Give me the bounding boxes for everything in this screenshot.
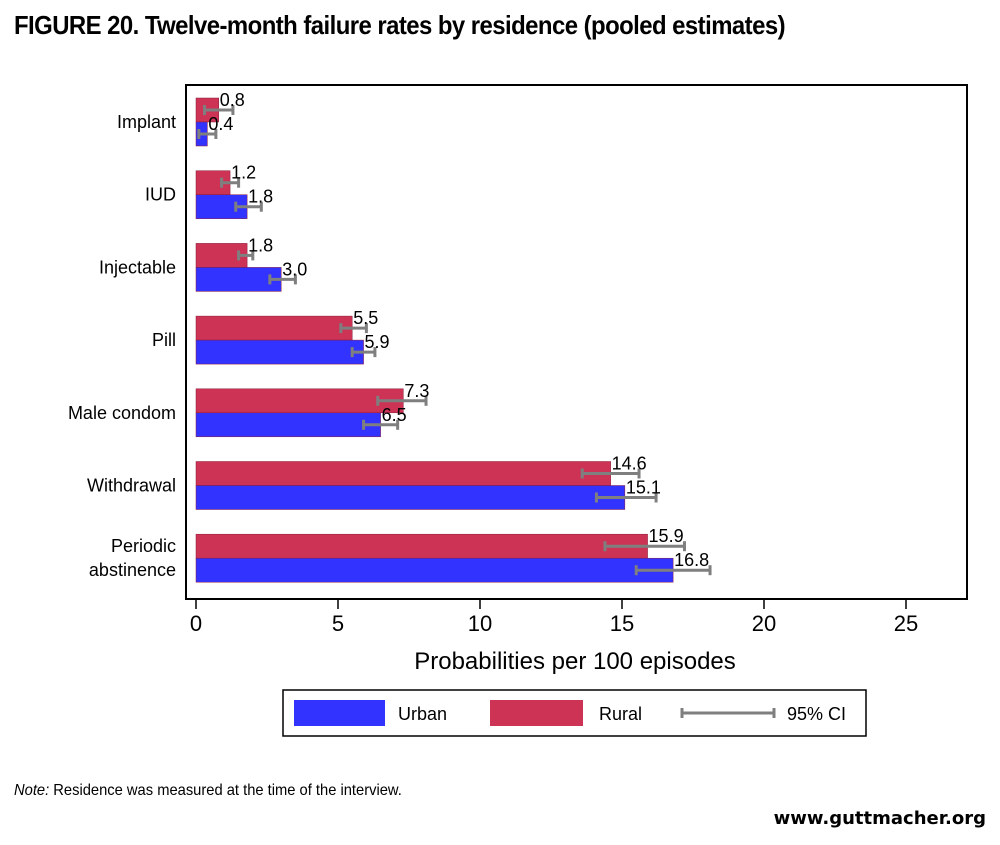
data-label-urban-injectable: 3.0 <box>282 259 307 279</box>
footnote: Note: Residence was measured at the time… <box>14 782 402 800</box>
category-label-implant: Implant <box>117 112 176 132</box>
category-label-pill: Pill <box>152 330 176 350</box>
x-axis-label: Probabilities per 100 episodes <box>414 648 736 675</box>
plot-area-border <box>185 84 968 600</box>
data-label-urban-male-condom: 6.5 <box>382 405 407 425</box>
data-label-rural-iud: 1.2 <box>231 163 256 183</box>
bar-urban-male-condom <box>195 412 381 438</box>
bar-urban-pill <box>195 339 364 365</box>
x-tick-label-5: 5 <box>332 611 344 636</box>
data-label-urban-periodic-abstinence: 16.8 <box>674 550 709 570</box>
ci-urban-male-condom <box>362 419 400 430</box>
data-label-urban-pill: 5.9 <box>365 332 390 352</box>
category-label-iud: IUD <box>145 185 176 205</box>
legend-swatch-urban <box>294 700 385 726</box>
x-tick-label-0: 0 <box>190 611 202 636</box>
legend-swatch-ci <box>680 708 776 718</box>
ci-rural-periodic-abstinence <box>603 541 686 552</box>
ci-urban-pill <box>350 347 377 358</box>
data-label-urban-iud: 1.8 <box>248 187 273 207</box>
legend-label-ci: 95% CI <box>787 704 846 724</box>
bars-layer <box>195 97 674 583</box>
ci-rural-pill <box>339 323 368 334</box>
data-label-rural-male-condom: 7.3 <box>404 381 429 401</box>
data-label-urban-implant: 0.4 <box>208 114 233 134</box>
bar-rural-periodic-abstinence <box>195 533 648 559</box>
ci-rural-injectable <box>237 250 255 261</box>
category-label-injectable: Injectable <box>99 257 176 277</box>
ci-urban-injectable <box>268 274 297 285</box>
ci-urban-implant <box>197 129 218 139</box>
data-label-rural-pill: 5.5 <box>353 308 378 328</box>
ci-rural-implant <box>203 105 235 115</box>
bar-rural-male-condom <box>195 388 404 414</box>
x-axis: 0 5 10 15 20 25 <box>190 599 918 636</box>
legend: Urban Rural 95% CI <box>282 689 867 737</box>
x-tick-label-25: 25 <box>894 611 918 636</box>
data-label-rural-withdrawal: 14.6 <box>612 454 647 474</box>
x-tick-label-15: 15 <box>610 611 634 636</box>
ci-urban-withdrawal <box>594 492 658 503</box>
legend-swatch-rural <box>490 700 583 726</box>
ci-urban-iud <box>234 201 263 212</box>
data-label-rural-implant: 0.8 <box>220 90 245 110</box>
x-tick-label-10: 10 <box>468 611 492 636</box>
ci-rural-withdrawal <box>580 468 641 479</box>
category-label-periodic-abstinence: Periodic abstinence <box>89 536 176 580</box>
legend-label-rural: Rural <box>599 704 642 724</box>
ci-rural-iud <box>220 177 241 188</box>
data-label-rural-periodic-abstinence: 15.9 <box>649 526 684 546</box>
bar-urban-injectable <box>195 267 282 292</box>
source-url: www.guttmacher.org <box>773 808 986 829</box>
ci-urban-periodic-abstinence <box>634 565 712 576</box>
category-labels-layer: Implant IUD Injectable Pill Male condom Withd… <box>68 112 176 580</box>
category-label-male-condom: Male condom <box>68 403 176 423</box>
footnote-text: Residence was measured at the time of th… <box>49 782 402 799</box>
error-bars-layer <box>197 105 712 576</box>
bar-rural-pill <box>195 315 353 341</box>
bar-rural-withdrawal <box>195 461 611 486</box>
chart-title: FIGURE 20. Twelve-month failure rates by… <box>14 10 786 40</box>
bar-urban-periodic-abstinence <box>195 557 674 583</box>
x-tick-label-20: 20 <box>752 611 776 636</box>
legend-label-urban: Urban <box>398 704 447 724</box>
footnote-label: Note: <box>14 782 50 799</box>
data-label-rural-injectable: 1.8 <box>248 235 273 255</box>
data-label-urban-withdrawal: 15.1 <box>626 478 661 498</box>
data-labels-layer: 0.8 0.4 1.2 1.8 1.8 3.0 5.5 5.9 7.3 6.5 14.6 15.1 15… <box>208 90 709 570</box>
category-label-withdrawal: Withdrawal <box>87 476 176 496</box>
ci-rural-male-condom <box>376 395 428 406</box>
bar-urban-withdrawal <box>195 485 626 510</box>
